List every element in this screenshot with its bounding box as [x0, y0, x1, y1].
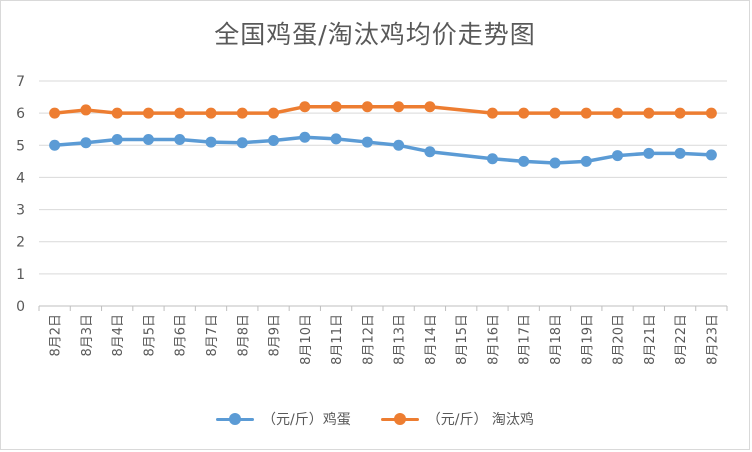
data-point-0 [174, 134, 186, 145]
y-tick-label: 1 [16, 267, 25, 283]
x-tick-label: 8月14日 [424, 314, 439, 365]
data-point-1 [518, 107, 530, 119]
x-tick-label: 8月17日 [518, 314, 533, 365]
y-tick-label: 4 [16, 170, 25, 186]
x-tick-label: 8月21日 [643, 314, 658, 365]
x-tick-label: 8月18日 [549, 314, 564, 365]
data-point-1 [674, 107, 686, 119]
data-point-1 [111, 107, 123, 119]
data-point-0 [142, 134, 154, 145]
data-point-1 [393, 101, 405, 113]
data-point-0 [486, 153, 498, 165]
data-point-0 [236, 137, 248, 149]
data-point-1 [268, 107, 280, 119]
data-point-1 [705, 107, 717, 119]
x-tick-label: 8月8日 [236, 314, 251, 357]
data-point-1 [580, 107, 592, 119]
x-tick-label: 8月5日 [142, 314, 157, 357]
y-tick-label: 5 [16, 138, 25, 154]
x-tick-label: 8月7日 [205, 314, 220, 357]
data-point-1 [49, 107, 61, 119]
x-tick-label: 8月22日 [674, 314, 689, 365]
data-point-0 [80, 137, 92, 149]
data-point-0 [580, 155, 592, 167]
x-tick-label: 8月12日 [361, 314, 376, 365]
legend-swatch-egg [216, 413, 255, 425]
data-point-0 [612, 150, 624, 162]
data-point-0 [205, 136, 217, 148]
data-point-0 [674, 147, 686, 159]
x-tick-label: 8月16日 [486, 314, 501, 365]
legend-label-cull-hen: （元/斤） 淘汰鸡 [426, 412, 534, 428]
data-point-0 [643, 147, 655, 159]
data-point-0 [330, 133, 342, 145]
data-point-1 [205, 107, 217, 119]
x-tick-label: 8月11日 [330, 314, 345, 365]
x-tick-label: 8月13日 [393, 314, 408, 365]
x-tick-label: 8月15日 [455, 314, 470, 365]
data-point-1 [361, 101, 373, 113]
y-tick-label: 7 [16, 74, 25, 90]
x-tick-label: 8月6日 [174, 314, 189, 357]
x-tick-label: 8月4日 [111, 314, 126, 357]
data-point-1 [424, 101, 436, 113]
y-tick-label: 2 [16, 235, 25, 251]
x-tick-label: 8月2日 [49, 314, 64, 357]
data-point-0 [393, 139, 405, 151]
y-tick-label: 0 [16, 299, 25, 315]
x-tick-label: 8月20日 [612, 314, 627, 365]
x-tick-label: 8月3日 [80, 314, 95, 357]
chart-title: 全国鸡蛋/淘汰鸡均价走势图 [214, 20, 536, 49]
x-tick-label: 8月19日 [580, 314, 595, 365]
y-tick-label: 3 [16, 203, 25, 219]
data-point-1 [486, 107, 498, 119]
data-point-0 [49, 139, 61, 151]
data-point-0 [268, 134, 280, 146]
y-tick-label: 6 [16, 106, 25, 122]
x-tick-label: 8月9日 [268, 314, 283, 357]
data-point-1 [174, 107, 186, 119]
data-point-1 [142, 107, 154, 119]
data-point-0 [705, 149, 717, 161]
data-point-0 [299, 131, 311, 143]
data-point-1 [299, 101, 311, 113]
data-point-0 [518, 155, 530, 167]
legend-swatch-cull-hen [380, 413, 419, 425]
data-point-0 [424, 146, 436, 158]
legend-item-cull-hen: （元/斤） 淘汰鸡 [380, 409, 534, 429]
x-tick-label: 8月10日 [299, 314, 314, 365]
legend-label-egg: （元/斤）鸡蛋 [262, 412, 351, 428]
data-point-0 [111, 134, 123, 145]
legend: （元/斤）鸡蛋 （元/斤） 淘汰鸡 [1, 409, 749, 429]
x-tick-label: 8月23日 [705, 314, 720, 365]
legend-item-egg: （元/斤）鸡蛋 [216, 409, 351, 429]
data-point-1 [612, 107, 624, 119]
data-point-1 [330, 101, 342, 113]
data-point-1 [549, 107, 561, 119]
data-point-1 [643, 107, 655, 119]
data-point-1 [236, 107, 248, 119]
data-point-0 [549, 157, 561, 169]
data-point-0 [361, 136, 373, 148]
data-point-1 [80, 104, 92, 116]
